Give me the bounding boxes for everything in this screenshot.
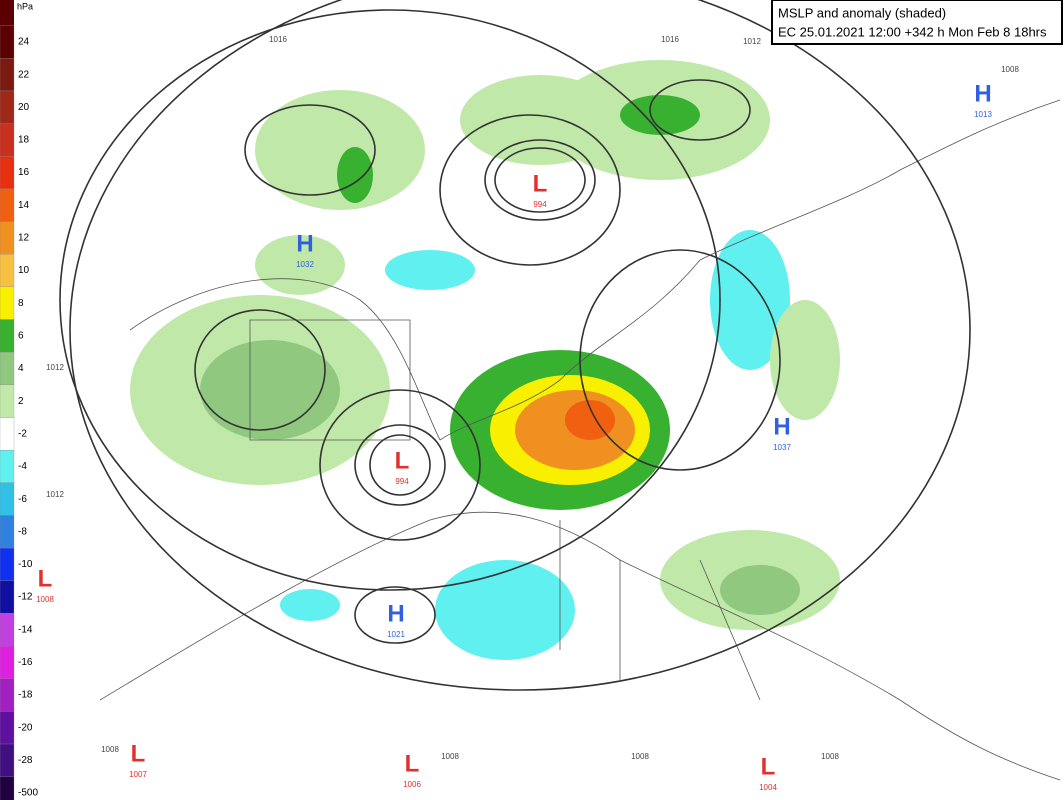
- center-pressure: 1004: [759, 783, 777, 792]
- coastlines: [99, 99, 1061, 781]
- center-letter: H: [387, 600, 404, 627]
- legend-swatch: [0, 645, 15, 679]
- legend-label: -18: [18, 690, 33, 701]
- legend-swatch: [0, 450, 15, 483]
- legend-label: 16: [18, 167, 30, 178]
- isobar-label: 1012: [743, 37, 761, 46]
- legend-top: [0, 0, 14, 26]
- legend-label: -20: [18, 722, 33, 733]
- legend-label: 10: [18, 265, 30, 276]
- map-labels: H 1032 L 994 H 1013 L 994 H 1037 L 1008 H 1021 L 1007 L 1…: [36, 35, 1019, 792]
- center-letter: H: [296, 230, 313, 257]
- title: MSLP and anomaly (shaded): [778, 5, 946, 20]
- legend-swatch: [0, 58, 15, 92]
- center-pressure: 1013: [974, 110, 992, 119]
- legend-label: 4: [18, 363, 24, 374]
- isobar-label: 1008: [631, 752, 649, 761]
- isobars: [59, 0, 971, 691]
- legend-swatch: [0, 352, 15, 385]
- legend-label: 8: [18, 298, 24, 309]
- legend-label: -16: [18, 657, 33, 668]
- legend-swatch: [0, 417, 15, 451]
- isobar-label: 1016: [269, 35, 287, 44]
- center-pressure: 1006: [403, 780, 421, 789]
- isobar-label: 1012: [46, 363, 64, 372]
- center-letter: L: [533, 170, 548, 197]
- legend-swatch: [0, 156, 15, 190]
- color-legend: hPa 24 22 20 18 16 14 12 10 8 6 4 2 -2 -4 -6 -8 -10 -12 -14…: [0, 0, 38, 800]
- legend-swatch: [0, 188, 15, 222]
- isobar-label: 1008: [821, 752, 839, 761]
- legend-label: -12: [18, 592, 33, 603]
- legend-swatch: [0, 776, 15, 800]
- anomaly-shading: [130, 60, 840, 660]
- center-pressure: 1007: [129, 770, 147, 779]
- legend-swatch: [0, 547, 15, 581]
- center-letter: L: [405, 750, 420, 777]
- center-letter: H: [773, 413, 790, 440]
- legend-swatch: [0, 482, 15, 516]
- legend-swatch: [0, 90, 15, 124]
- legend-label: -4: [18, 461, 27, 472]
- legend-label: -10: [18, 559, 33, 570]
- legend-label: 24: [18, 37, 30, 48]
- isobar-label: 1008: [1001, 65, 1019, 74]
- center-pressure: 1032: [296, 260, 314, 269]
- center-letter: L: [761, 753, 776, 780]
- legend-label: -28: [18, 755, 33, 766]
- isobar-label: 1008: [101, 745, 119, 754]
- legend-swatch: [0, 711, 15, 745]
- legend-label: 14: [18, 200, 30, 211]
- legend-swatch: [0, 286, 15, 320]
- legend-swatch: [0, 613, 15, 647]
- legend-label: -2: [18, 428, 27, 439]
- legend-swatch: [0, 678, 15, 712]
- center-pressure: 994: [533, 200, 547, 209]
- subtitle: EC 25.01.2021 12:00 +342 h Mon Feb 8 18h…: [778, 24, 1047, 39]
- legend-label: -8: [18, 526, 27, 537]
- title-box: [771, 0, 1063, 45]
- legend-swatch: [0, 580, 15, 614]
- center-pressure: 994: [395, 477, 409, 486]
- legend-label: -14: [18, 624, 33, 635]
- legend-swatch: [0, 319, 15, 353]
- isobar-label: 1012: [46, 490, 64, 499]
- legend-label: 2: [18, 396, 24, 407]
- legend-label: 12: [18, 233, 30, 244]
- center-letter: H: [974, 80, 991, 107]
- center-pressure: 1008: [36, 595, 54, 604]
- legend-swatch: [0, 254, 15, 288]
- legend-label: 6: [18, 331, 24, 342]
- center-letter: L: [131, 740, 146, 767]
- legend-label: 18: [18, 135, 30, 146]
- legend-swatch: [0, 221, 15, 255]
- isobar-label: 1008: [441, 752, 459, 761]
- legend-label: 20: [18, 102, 30, 113]
- center-letter: L: [38, 565, 53, 592]
- legend-label: -6: [18, 494, 27, 505]
- legend-swatch: [0, 384, 15, 418]
- legend-swatch: [0, 515, 15, 549]
- center-pressure: 1021: [387, 630, 405, 639]
- legend-swatch: [0, 123, 15, 157]
- legend-label: -500: [18, 788, 38, 799]
- legend-swatch: [0, 743, 15, 777]
- legend-swatch: [0, 25, 15, 59]
- center-letter: L: [395, 447, 410, 474]
- isobar-label: 1016: [661, 35, 679, 44]
- legend-unit: hPa: [17, 1, 33, 11]
- legend-label: 22: [18, 69, 30, 80]
- center-pressure: 1037: [773, 443, 791, 452]
